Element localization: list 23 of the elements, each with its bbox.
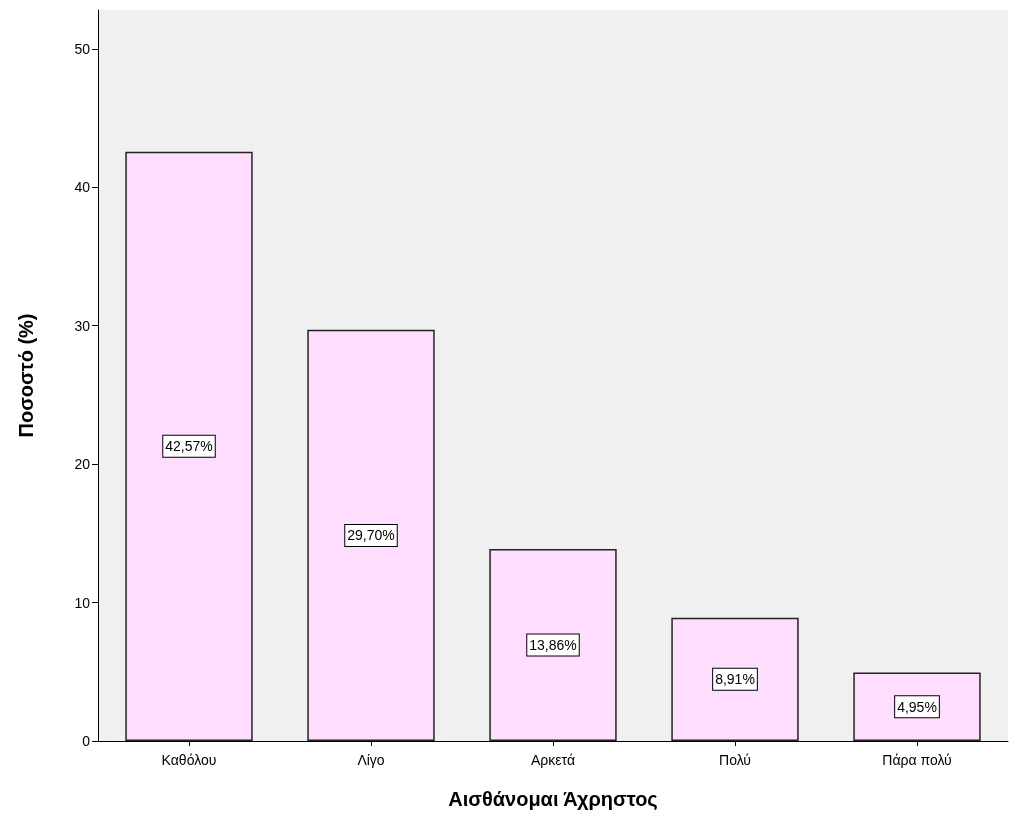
x-axis-title: Αισθάνομαι Άχρηστος <box>448 788 658 810</box>
bar <box>853 672 981 741</box>
x-tick-label: Αρκετά <box>531 752 575 768</box>
y-tick-label: 40 <box>74 179 91 196</box>
bar <box>125 151 253 741</box>
y-axis-title: Ποσοστό (%) <box>15 313 37 438</box>
bar <box>489 549 617 741</box>
y-tick-label: 30 <box>74 317 91 334</box>
x-tick-label: Πάρα πολύ <box>882 752 952 768</box>
data-label: 13,86% <box>529 637 577 654</box>
x-tick-label: Πολύ <box>719 752 751 768</box>
bar <box>307 329 435 741</box>
y-tick-label: 10 <box>74 594 91 611</box>
data-label: 8,91% <box>715 671 755 688</box>
data-label: 4,95% <box>897 698 937 715</box>
y-tick-label: 50 <box>74 40 91 57</box>
y-tick-label: 0 <box>82 733 91 749</box>
data-label: 42,57% <box>165 438 213 455</box>
x-tick-label: Καθόλου <box>161 752 217 768</box>
x-tick-label: Λίγο <box>357 752 385 768</box>
bar <box>671 617 799 741</box>
data-label: 29,70% <box>347 527 395 544</box>
y-tick-label: 20 <box>74 456 91 473</box>
